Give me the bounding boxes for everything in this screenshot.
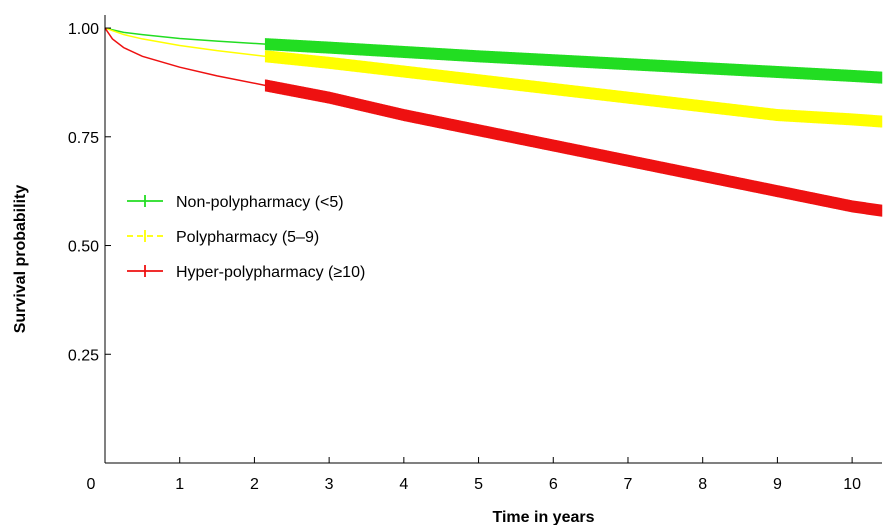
x-tick-label-3: 3: [325, 476, 334, 493]
x-tick-label-1: 1: [175, 476, 184, 493]
y-tick-label-0-25: 0.25: [68, 347, 99, 364]
legend-item-polypharmacy-5-9: Polypharmacy (5–9): [127, 229, 319, 246]
x-tick-label-2: 2: [250, 476, 259, 493]
axes: [104, 15, 882, 464]
legend-item-hyper-polypharmacy-10: Hyper-polypharmacy (≥10): [127, 264, 365, 281]
y-axis-title: Survival probability: [12, 185, 29, 334]
legend-label-hyper-polypharmacy-10: Hyper-polypharmacy (≥10): [176, 264, 365, 281]
x-tick-label-6: 6: [549, 476, 558, 493]
x-tick-label-8: 8: [698, 476, 707, 493]
x-tick-label-10: 10: [843, 476, 861, 493]
x-tick-label-7: 7: [624, 476, 633, 493]
series-polypharmacy-5-9: [104, 27, 883, 128]
series-hyper-polypharmacy-10: [104, 27, 883, 217]
legend: Non-polypharmacy (<5) Polypharmacy (5–9) H…: [127, 194, 365, 281]
plot-area: [104, 27, 883, 217]
x-tick-label-9: 9: [773, 476, 782, 493]
series-non-polypharmacy-5: [104, 27, 883, 84]
legend-label-polypharmacy-5-9: Polypharmacy (5–9): [176, 229, 319, 246]
y-tick-label-1-00: 1.00: [68, 21, 99, 38]
censor-marks-polypharmacy-5-9: [264, 50, 883, 128]
y-tick-label-0-75: 0.75: [68, 130, 99, 147]
censor-marks-non-polypharmacy-5: [264, 38, 883, 84]
x-axis-title: Time in years: [493, 509, 595, 525]
y-ticks: 0.25 0.50 0.75 1.00: [68, 21, 111, 364]
x-tick-label-5: 5: [474, 476, 483, 493]
y-tick-label-0-50: 0.50: [68, 239, 99, 256]
x-ticks: 0 1 2 3 4 5 6 7 8 9 10: [87, 457, 861, 493]
legend-item-non-polypharmacy-5: Non-polypharmacy (<5): [127, 194, 344, 211]
x-tick-label-0: 0: [87, 476, 96, 493]
x-tick-label-4: 4: [399, 476, 408, 493]
censor-marks-hyper-polypharmacy-10: [264, 79, 883, 217]
legend-label-non-polypharmacy-5: Non-polypharmacy (<5): [176, 194, 344, 211]
